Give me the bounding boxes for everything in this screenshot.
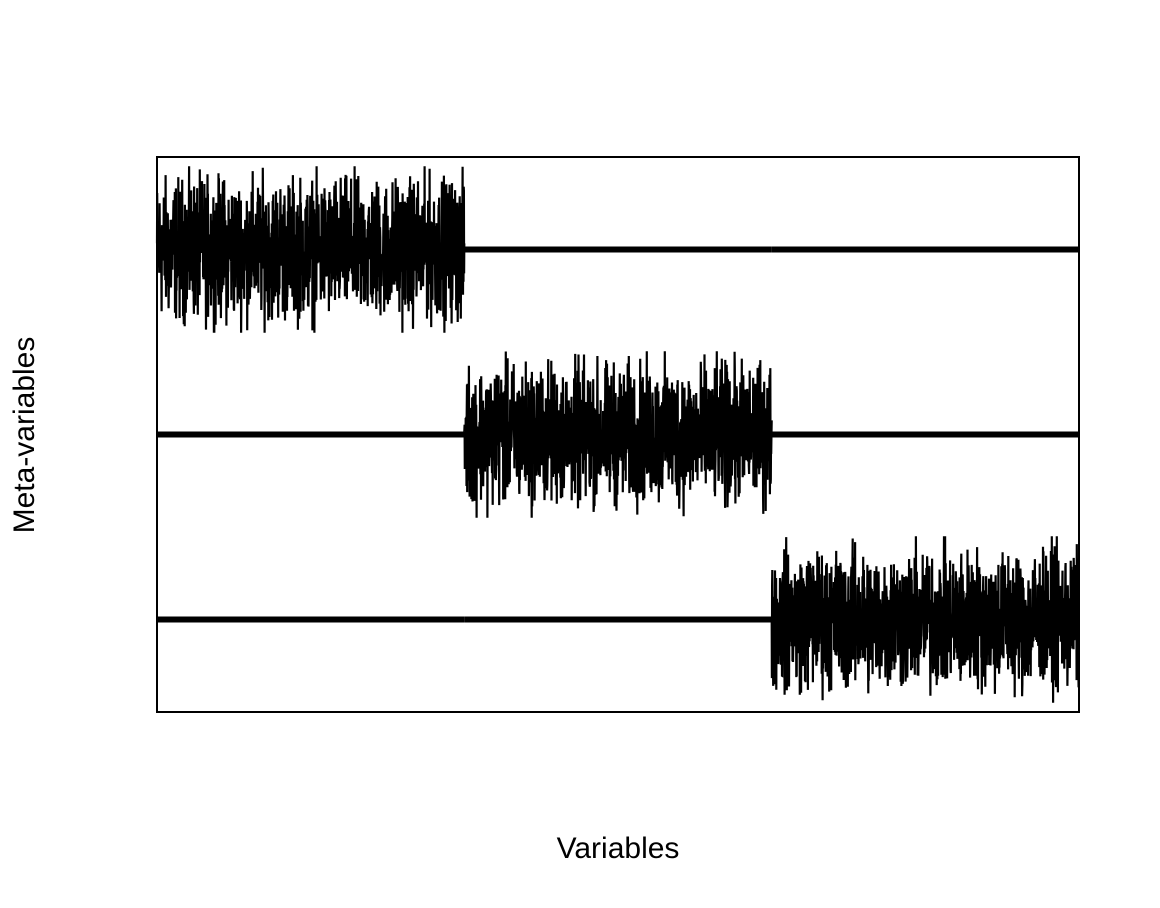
series-3: [157, 536, 1081, 703]
y-axis-title: Meta-variables: [8, 337, 41, 534]
series-1: [155, 166, 1079, 333]
active-trace: [770, 536, 1081, 703]
active-trace: [155, 166, 466, 333]
active-trace: [463, 351, 773, 518]
x-axis-title: Variables: [557, 832, 680, 865]
plot-frame: [156, 156, 1080, 713]
series-2: [157, 351, 1079, 518]
series-layer: [155, 166, 1081, 703]
